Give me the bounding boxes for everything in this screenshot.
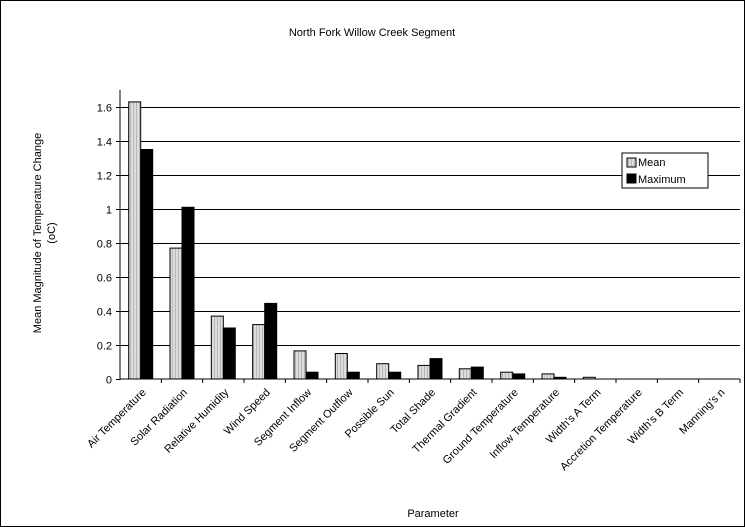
y-tick-label: 1 [106, 205, 112, 217]
bar-mean [210, 315, 224, 380]
legend: Mean Maximum [621, 152, 709, 189]
x-tick-label: Accretion Temperature [558, 387, 645, 474]
legend-swatch-mean [626, 157, 637, 168]
bar-maximum [429, 358, 443, 380]
bar-maximum [470, 366, 484, 380]
bar-maximum [346, 371, 360, 380]
bar-mean [376, 363, 390, 380]
bar-maximum [140, 149, 154, 380]
bar-mean [252, 324, 266, 380]
y-axis-label-line1: Mean Magnitude of Temperature Change [32, 133, 44, 333]
bar-maximum [264, 302, 278, 380]
legend-swatch-maximum [626, 173, 637, 184]
y-tick-label: 1.4 [97, 137, 112, 149]
x-axis-label: Parameter [407, 508, 459, 520]
bar-maximum [305, 371, 319, 380]
bar-mean [458, 368, 472, 380]
bar-maximum [181, 206, 195, 380]
bar-mean [128, 101, 142, 380]
x-tick-label: Inflow Temperature [488, 387, 563, 462]
x-tick-label: Ground Temperature [441, 387, 521, 467]
y-tick-label: 1.2 [97, 171, 112, 183]
y-axis-label-line2: (oC) [46, 222, 58, 243]
bar-maximum [388, 371, 402, 380]
y-axis-ticks: 0 0.2 0.4 0.6 0.8 1 1.2 1.4 1.6 [97, 103, 120, 387]
bar-mean [334, 353, 348, 380]
bar-maximum [512, 373, 526, 380]
bar-mean [417, 364, 431, 380]
bar-mean [541, 373, 555, 380]
y-tick-label: 1.6 [97, 103, 112, 115]
y-tick-label: 0 [106, 375, 112, 387]
bar-mean [293, 350, 307, 380]
y-tick-label: 0.4 [97, 307, 112, 319]
bar-maximum [222, 327, 236, 380]
gridlines [120, 107, 740, 346]
bars [128, 101, 596, 380]
chart-title: North Fork Willow Creek Segment [289, 27, 455, 39]
y-tick-label: 0.2 [97, 341, 112, 353]
bar-mean [169, 247, 183, 380]
bar-mean [500, 371, 514, 380]
legend-label-maximum: Maximum [638, 174, 686, 186]
y-tick-label: 0.8 [97, 239, 112, 251]
legend-label-mean: Mean [638, 157, 666, 169]
y-tick-label: 0.6 [97, 273, 112, 285]
